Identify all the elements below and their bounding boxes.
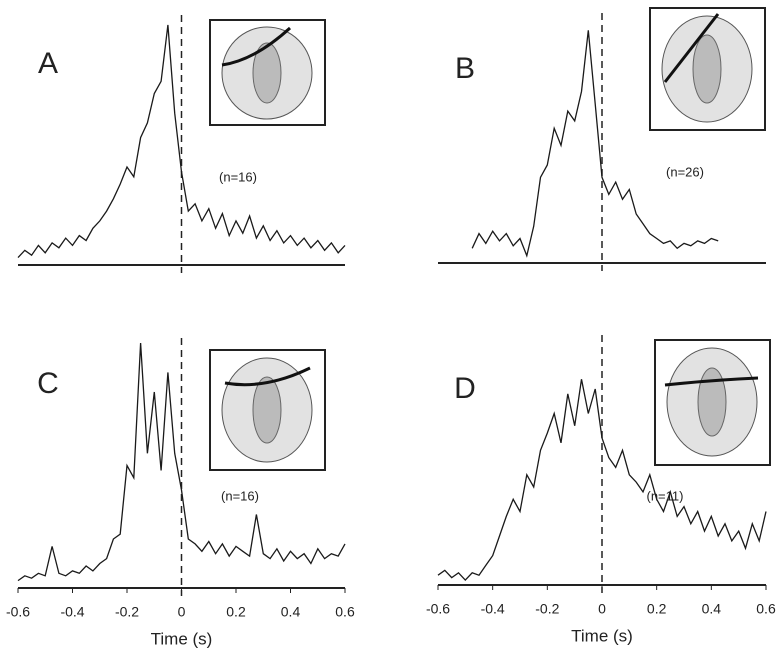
trace xyxy=(17,24,346,259)
x-tick-label: 0 xyxy=(598,601,606,617)
x-tick-label: -0.4 xyxy=(60,604,84,620)
x-tick-label: 0.6 xyxy=(756,601,776,617)
trace xyxy=(471,30,719,258)
x-tick-label: 0.2 xyxy=(647,601,667,617)
inset-b xyxy=(649,7,766,131)
trace xyxy=(17,342,346,582)
x-tick-label: -0.2 xyxy=(535,601,559,617)
x-tick-label: 0 xyxy=(178,604,186,620)
n-annotation: (n=26) xyxy=(666,164,704,179)
trace xyxy=(437,379,767,582)
inset-a xyxy=(209,19,326,126)
n-annotation: (n=11) xyxy=(647,488,684,503)
inset-c xyxy=(209,349,326,471)
x-tick-label: 0.4 xyxy=(702,601,722,617)
x-tick-label: -0.2 xyxy=(115,604,139,620)
x-tick-label: 0.4 xyxy=(281,604,301,620)
n-annotation: (n=16) xyxy=(219,169,257,184)
panel-letter: D xyxy=(454,372,476,405)
x-tick-label: -0.6 xyxy=(6,604,30,620)
n-annotation: (n=16) xyxy=(221,488,259,503)
inset-d xyxy=(654,339,771,466)
x-axis-label: Time (s) xyxy=(571,626,633,645)
panel-letter: A xyxy=(38,47,58,80)
x-tick-label: -0.6 xyxy=(426,601,450,617)
panel-letter: B xyxy=(455,52,475,85)
x-tick-label: 0.2 xyxy=(226,604,246,620)
panel-letter: C xyxy=(37,367,59,400)
x-tick-label: 0.6 xyxy=(335,604,355,620)
x-axis-label: Time (s) xyxy=(151,629,213,648)
x-tick-label: -0.4 xyxy=(481,601,505,617)
